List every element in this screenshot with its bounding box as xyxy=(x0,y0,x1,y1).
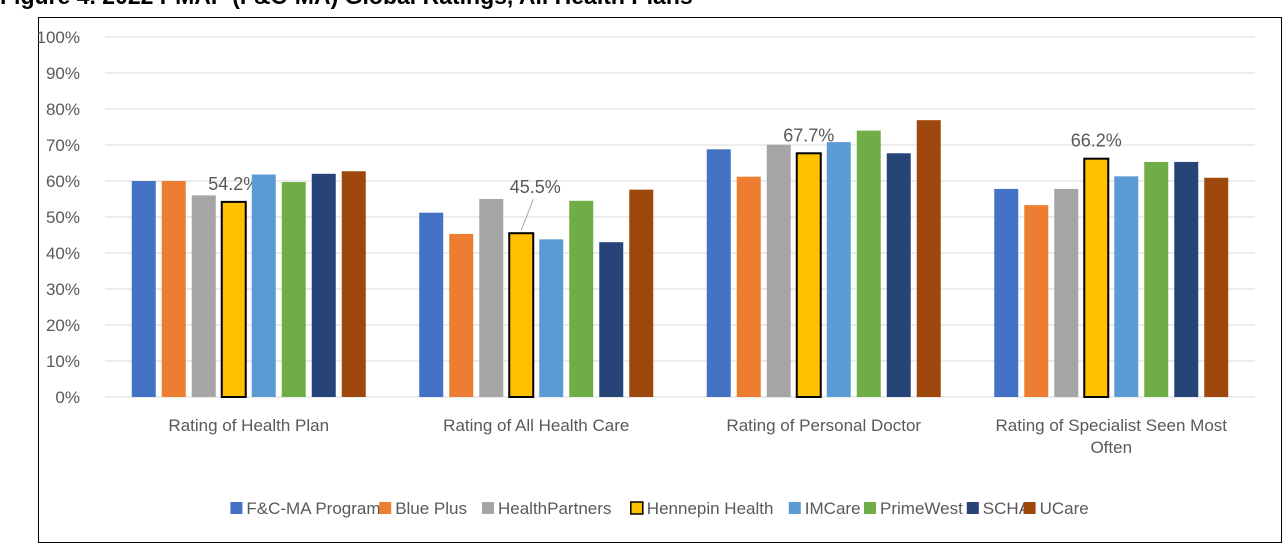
bar xyxy=(736,176,761,397)
legend-label: Blue Plus xyxy=(395,499,467,518)
legend-swatch xyxy=(1023,502,1036,514)
legend-label: SCHA xyxy=(983,499,1031,518)
legend-label: Hennepin Health xyxy=(647,499,774,518)
legend-label: UCare xyxy=(1040,499,1089,518)
y-tick-label: 30% xyxy=(46,280,80,299)
y-tick-label: 90% xyxy=(46,64,80,83)
bar xyxy=(994,188,1019,397)
bar xyxy=(220,200,247,398)
bar xyxy=(706,149,731,397)
legend-swatch xyxy=(966,502,979,514)
x-tick-label: Rating of All Health Care xyxy=(443,416,630,435)
bar xyxy=(1144,161,1169,397)
y-tick-label: 50% xyxy=(46,208,80,227)
bar xyxy=(629,189,654,397)
label-leader xyxy=(520,199,534,231)
bar xyxy=(419,212,444,397)
bar xyxy=(599,242,624,397)
y-tick-label: 0% xyxy=(55,388,80,407)
bar xyxy=(341,171,366,397)
bar xyxy=(161,181,186,397)
legend-swatch xyxy=(482,502,494,514)
legend-swatch xyxy=(788,502,801,514)
legend-swatch xyxy=(864,502,876,514)
bar xyxy=(281,182,306,397)
bar xyxy=(539,239,564,397)
bar xyxy=(795,152,822,398)
data-label: 66.2% xyxy=(1071,131,1122,151)
bar xyxy=(1114,176,1139,397)
legend-label: IMCare xyxy=(805,499,861,518)
y-tick-label: 70% xyxy=(46,136,80,155)
legend-swatch xyxy=(379,502,392,514)
y-tick-label: 60% xyxy=(46,172,80,191)
legend-swatch xyxy=(230,502,243,514)
data-label: 67.7% xyxy=(783,125,834,145)
bar xyxy=(1083,157,1110,398)
bar xyxy=(826,142,851,397)
bar xyxy=(449,233,474,397)
bar xyxy=(251,174,276,397)
bar xyxy=(191,195,216,397)
legend-label: F&C-MA Program xyxy=(246,499,380,518)
bar xyxy=(479,199,504,397)
data-label: 45.5% xyxy=(510,177,561,197)
chart-frame xyxy=(38,17,1282,543)
bar xyxy=(856,130,881,397)
bar xyxy=(311,173,336,397)
bar xyxy=(508,232,535,398)
y-tick-label: 40% xyxy=(46,244,80,263)
y-tick-label: 10% xyxy=(46,352,80,371)
x-tick-label: Rating of Personal Doctor xyxy=(726,416,922,435)
bar xyxy=(1174,161,1199,397)
x-tick-label: Rating of Health Plan xyxy=(168,416,330,435)
y-tick-label: 20% xyxy=(46,316,80,335)
legend-swatch xyxy=(630,501,644,515)
bar xyxy=(1024,205,1049,397)
legend-label: HealthPartners xyxy=(498,499,611,518)
bar xyxy=(131,181,156,397)
bar xyxy=(916,120,941,397)
bar xyxy=(1204,177,1229,397)
y-tick-label: 100% xyxy=(37,28,80,47)
chart-title: Figure 4. 2022 PMAP (F&C-MA) Global Rati… xyxy=(0,0,693,9)
x-tick-label: Rating of Specialist Seen Most Often xyxy=(995,416,1227,457)
bar xyxy=(569,200,594,397)
bar xyxy=(1054,188,1079,397)
data-label: 54.2% xyxy=(208,174,259,194)
bar xyxy=(766,144,791,397)
legend-label: PrimeWest xyxy=(880,499,963,518)
y-tick-label: 80% xyxy=(46,100,80,119)
bar xyxy=(886,153,911,397)
